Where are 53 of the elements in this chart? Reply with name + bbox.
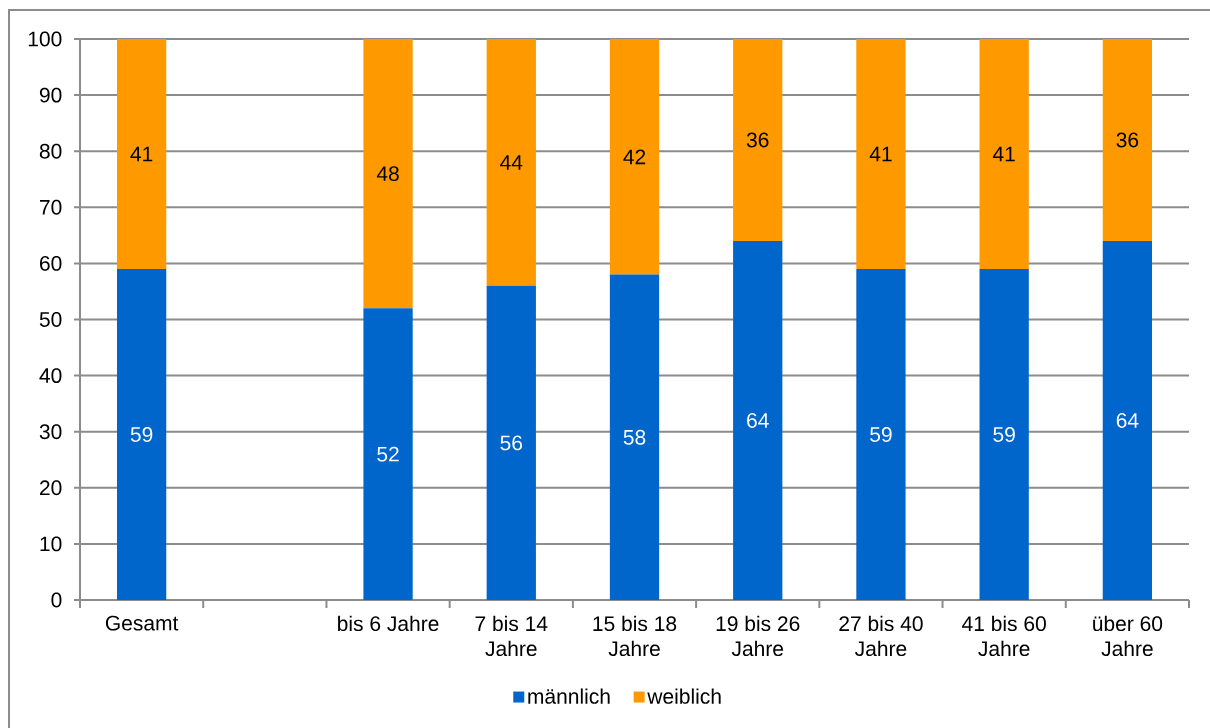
y-tick-label: 40 (39, 368, 62, 384)
data-label: 36 (1116, 132, 1139, 148)
x-tick-label: 15 bis 18 Jahre (593, 615, 677, 657)
y-tick-label: 60 (40, 255, 62, 271)
bar (116, 38, 167, 269)
bar (733, 240, 783, 600)
data-label: 52 (377, 446, 399, 462)
bar (116, 269, 167, 600)
bar (856, 38, 906, 269)
y-tick-label: 80 (39, 143, 62, 159)
y-tick-label: 30 (39, 424, 62, 440)
data-label: 36 (746, 132, 769, 148)
data-label: 64 (1116, 413, 1139, 428)
x-tick-label: über 60 Jahre (1093, 615, 1163, 657)
bar (363, 308, 413, 600)
legend-label: männlich (528, 688, 610, 704)
x-tick-label: Gesamt (105, 615, 179, 631)
x-tick-label: bis 6 Jahre (338, 615, 439, 632)
y-tick-label: 50 (39, 312, 62, 327)
data-label: 64 (747, 413, 769, 428)
x-tick-label: 41 bis 60 Jahre (962, 615, 1046, 657)
data-label: 59 (993, 427, 1015, 442)
data-label: 56 (500, 435, 523, 451)
data-label: 41 (992, 146, 1015, 162)
bar (609, 38, 660, 275)
x-tick-label: 19 bis 26 Jahre (716, 615, 800, 657)
y-tick-label: 0 (51, 592, 62, 608)
bar (1102, 38, 1153, 241)
bar (1102, 240, 1153, 600)
y-tick-label: 100 (28, 31, 62, 47)
data-label: 41 (130, 146, 153, 162)
bar (363, 38, 413, 309)
data-label: 59 (130, 427, 153, 442)
bar (609, 274, 660, 600)
data-label: 42 (623, 149, 646, 165)
y-tick-label: 20 (39, 480, 62, 496)
y-tick-label: 70 (40, 199, 62, 215)
bar (979, 269, 1029, 600)
data-label: 44 (500, 155, 523, 170)
bar (486, 38, 536, 286)
bar (856, 269, 906, 600)
data-label: 48 (376, 166, 399, 182)
x-tick-label: 27 bis 40 Jahre (839, 615, 923, 657)
y-tick-label: 10 (40, 536, 62, 552)
data-label: 59 (870, 427, 892, 442)
legend-label: weiblich (647, 688, 721, 704)
data-label: 41 (869, 146, 892, 162)
bar (733, 38, 783, 241)
x-tick-label: 7 bis 14 Jahre (475, 615, 548, 657)
data-label: 58 (623, 429, 646, 445)
bar (979, 38, 1029, 269)
bar (486, 285, 536, 600)
y-tick-label: 90 (39, 87, 62, 103)
